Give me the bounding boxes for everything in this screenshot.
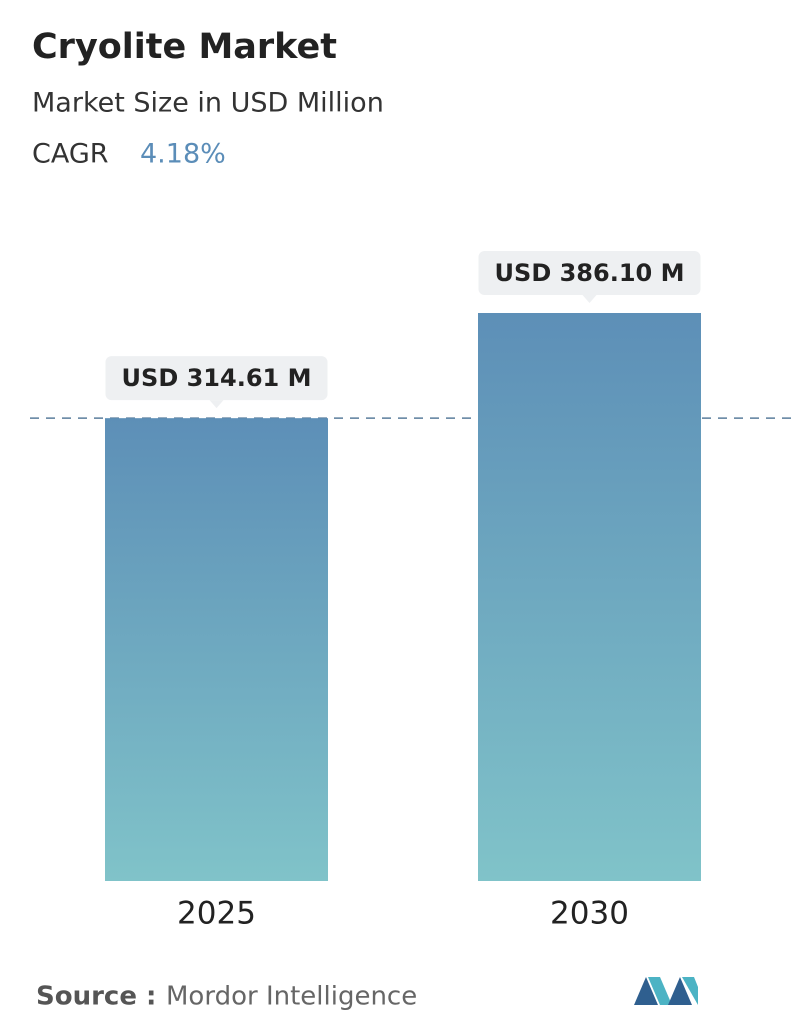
bar [105, 418, 328, 881]
value-label-bubble [478, 251, 701, 295]
source-label: Source : [36, 982, 156, 1012]
plot-area: USD 314.61 M 2025 USD 386.10 M 2030 [30, 251, 796, 932]
logo [634, 977, 698, 1005]
x-tick-label: 2030 [550, 896, 629, 932]
x-tick-label: 2025 [177, 896, 256, 932]
source: Mordor Intelligence [166, 982, 417, 1012]
bar [478, 313, 701, 881]
cagr-value: 4.18% [140, 139, 226, 170]
value-label-pointer [582, 295, 597, 303]
value-label: USD 314.61 M [122, 364, 312, 392]
value-label-bubble [105, 356, 328, 401]
chart-subtitle: Market Size in USD Million [32, 88, 384, 119]
value-label: USD 386.10 M [495, 259, 685, 287]
cagr-label: CAGR [32, 139, 109, 170]
chart-title: Cryolite Market [32, 27, 337, 67]
value-label-pointer [209, 400, 224, 409]
